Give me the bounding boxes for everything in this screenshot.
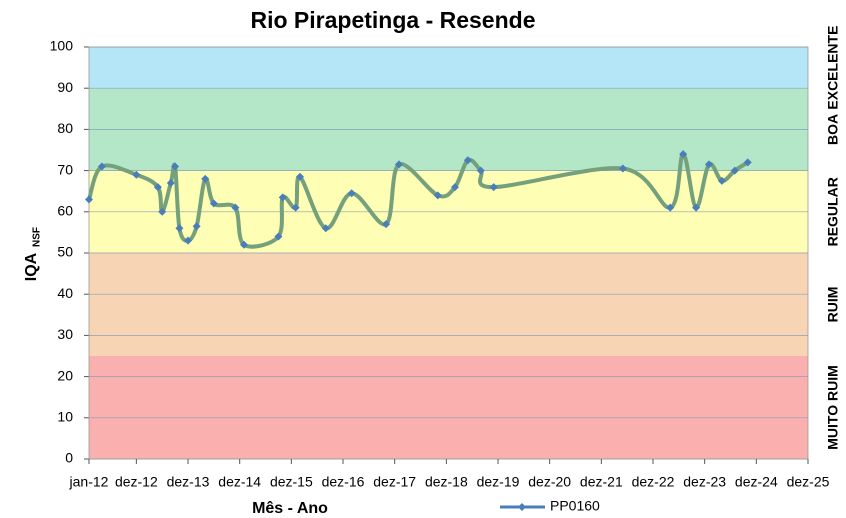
band-label: BOA — [825, 114, 841, 145]
x-tick-label: dez-14 — [218, 474, 261, 490]
x-tick-label: dez-17 — [373, 474, 416, 490]
point-marker — [231, 203, 240, 212]
point-marker — [679, 150, 688, 159]
point-marker — [175, 224, 184, 233]
y-tick-label: 20 — [57, 367, 73, 383]
band — [89, 253, 808, 356]
x-tick-label: dez-22 — [632, 474, 675, 490]
band-label: MUITO RUIM — [825, 365, 841, 450]
y-axis-label: IQA — [23, 252, 40, 281]
x-tick-label: dez-13 — [167, 474, 210, 490]
point-marker — [730, 166, 739, 175]
point-marker — [666, 203, 675, 212]
band-label: EXCELENTE — [825, 26, 841, 110]
point-marker — [347, 189, 356, 198]
point-marker — [717, 176, 726, 185]
y-axis-label-group: IQA NSF — [23, 227, 42, 281]
point-marker — [132, 170, 141, 179]
y-tick-label: 0 — [65, 450, 73, 466]
x-tick-label: dez-19 — [477, 474, 520, 490]
y-tick-label: 80 — [57, 120, 73, 136]
point-marker — [153, 183, 162, 192]
point-marker — [278, 193, 287, 202]
point-marker — [239, 240, 248, 249]
x-tick-label: dez-23 — [683, 474, 726, 490]
point-marker — [476, 166, 485, 175]
point-marker — [171, 162, 180, 171]
point-marker — [295, 172, 304, 181]
band-label: RUIM — [825, 287, 841, 323]
point-marker — [184, 236, 193, 245]
point-marker — [692, 203, 701, 212]
point-marker — [166, 178, 175, 187]
point-marker — [618, 164, 627, 173]
point-marker — [394, 160, 403, 169]
point-marker — [201, 174, 210, 183]
point-marker — [489, 183, 498, 192]
point-marker — [192, 222, 201, 231]
plot-border — [88, 46, 809, 460]
point-marker — [274, 232, 283, 241]
point-marker — [97, 162, 106, 171]
x-tick-label: dez-16 — [322, 474, 365, 490]
x-tick-label: dez-24 — [735, 474, 778, 490]
point-marker — [743, 158, 752, 167]
band — [89, 47, 808, 89]
x-tick-label: dez-20 — [528, 474, 571, 490]
point-marker — [209, 199, 218, 208]
point-marker — [463, 156, 472, 165]
x-axis-label: Mês - Ano — [252, 500, 328, 517]
y-tick-label: 100 — [50, 38, 74, 54]
chart-title: Rio Pirapetinga - Resende — [250, 7, 535, 33]
point-marker — [704, 160, 713, 169]
point-marker — [158, 207, 167, 216]
point-marker — [85, 195, 93, 204]
y-axis-label-sub: NSF — [32, 227, 43, 247]
point-marker — [321, 224, 330, 233]
x-tick-label: dez-21 — [580, 474, 623, 490]
x-tick-label: dez-15 — [270, 474, 313, 490]
x-tick-label: dez-18 — [425, 474, 468, 490]
point-marker — [433, 191, 442, 200]
point-marker — [382, 220, 391, 229]
band — [89, 356, 808, 459]
x-tick-label: jan-12 — [69, 474, 109, 490]
point-marker — [450, 183, 459, 192]
y-tick-label: 90 — [57, 79, 73, 95]
y-tick-label: 70 — [57, 161, 73, 177]
x-tick-label: dez-25 — [787, 474, 830, 490]
y-tick-label: 60 — [57, 203, 73, 219]
point-marker — [291, 203, 300, 212]
legend-marker — [518, 503, 526, 511]
y-tick-label: 10 — [57, 409, 73, 425]
y-tick-label: 50 — [57, 244, 73, 260]
y-tick-label: 40 — [57, 285, 73, 301]
legend-label: PP0160 — [550, 498, 600, 514]
band-label: REGULAR — [825, 177, 841, 246]
y-tick-label: 30 — [57, 326, 73, 342]
x-tick-label: dez-12 — [115, 474, 158, 490]
